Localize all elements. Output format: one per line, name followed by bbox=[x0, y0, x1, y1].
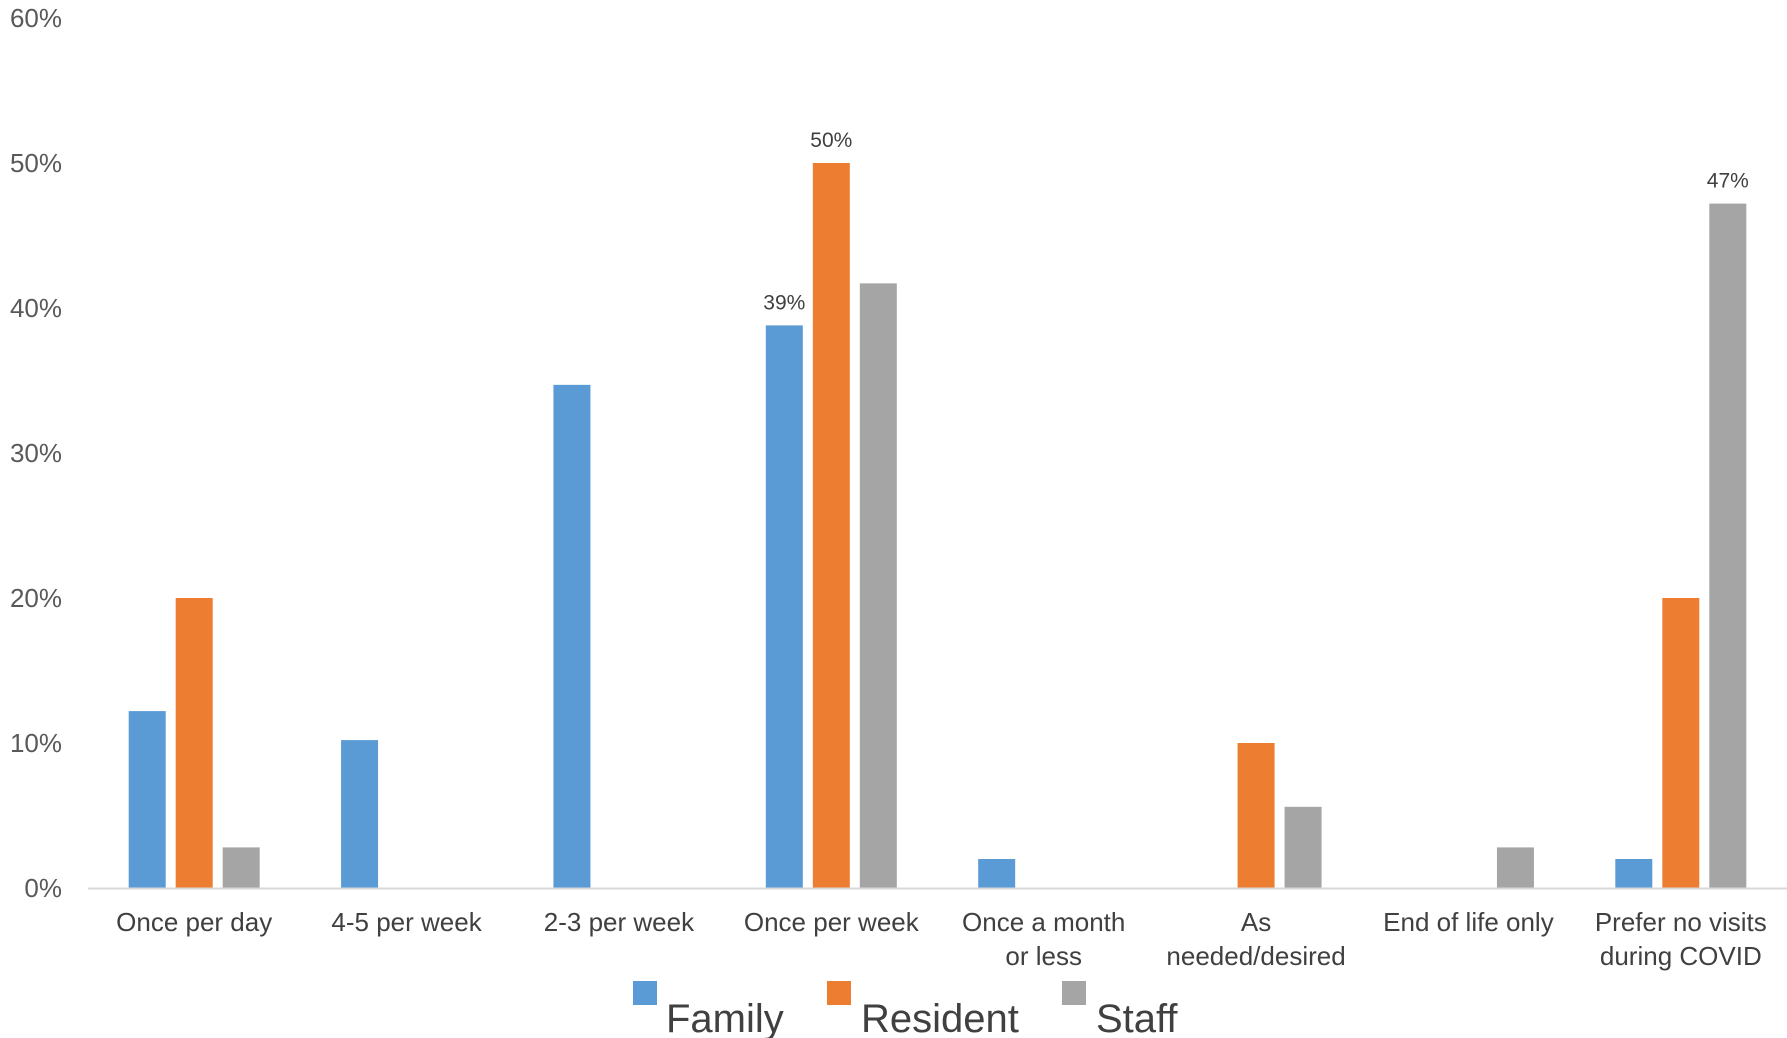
x-tick-label: Once per week bbox=[744, 907, 920, 937]
bar-staff bbox=[1709, 203, 1747, 889]
y-tick-label: 0% bbox=[24, 873, 62, 903]
legend-label-resident: Resident bbox=[861, 997, 1019, 1038]
bar-family bbox=[978, 859, 1016, 888]
y-tick-label: 60% bbox=[10, 3, 62, 33]
x-tick-label: Once per day bbox=[116, 907, 272, 937]
y-tick-label: 30% bbox=[10, 438, 62, 468]
bar-family bbox=[1615, 859, 1653, 888]
bar-staff bbox=[1284, 806, 1322, 888]
bar-staff bbox=[222, 847, 260, 888]
legend-swatch-resident bbox=[827, 981, 851, 1005]
bar-family bbox=[341, 740, 379, 888]
y-tick-label: 50% bbox=[10, 148, 62, 178]
x-axis: Once per day 4-5 per week 2-3 per week Once… bbox=[88, 887, 1787, 971]
bar-staff bbox=[859, 283, 897, 889]
bars bbox=[128, 163, 1747, 889]
data-label: 39% bbox=[763, 291, 805, 314]
legend: Family Resident Staff bbox=[633, 981, 1178, 1038]
x-tick-label: End of life only bbox=[1383, 907, 1554, 937]
legend-swatch-staff bbox=[1062, 981, 1086, 1005]
x-tick-label: Once a month or less bbox=[962, 907, 1125, 971]
x-tick-label: As needed/desired bbox=[1166, 907, 1345, 971]
data-labels: 39% 50% 47% bbox=[763, 129, 1749, 314]
x-tick-label: 4-5 per week bbox=[331, 907, 482, 937]
y-tick-label: 20% bbox=[10, 583, 62, 613]
bar-family bbox=[128, 711, 166, 888]
x-tick-label: Prefer no visits during COVID bbox=[1595, 907, 1767, 971]
y-tick-label: 10% bbox=[10, 728, 62, 758]
data-label: 50% bbox=[810, 129, 852, 152]
data-label: 47% bbox=[1707, 170, 1749, 193]
y-tick-label: 40% bbox=[10, 293, 62, 323]
y-axis: 0% 10% 20% 30% 40% 50% 60% bbox=[10, 3, 62, 903]
bar-family bbox=[553, 384, 591, 888]
bar-resident bbox=[175, 598, 213, 888]
x-tick-label: 2-3 per week bbox=[544, 907, 695, 937]
legend-label-family: Family bbox=[666, 997, 784, 1038]
bar-resident bbox=[812, 163, 850, 888]
legend-label-staff: Staff bbox=[1096, 997, 1178, 1038]
bar-family bbox=[765, 325, 803, 888]
bar-staff bbox=[1496, 847, 1534, 888]
bar-resident bbox=[1237, 743, 1275, 888]
legend-swatch-family bbox=[633, 981, 657, 1005]
bar-resident bbox=[1662, 598, 1700, 888]
